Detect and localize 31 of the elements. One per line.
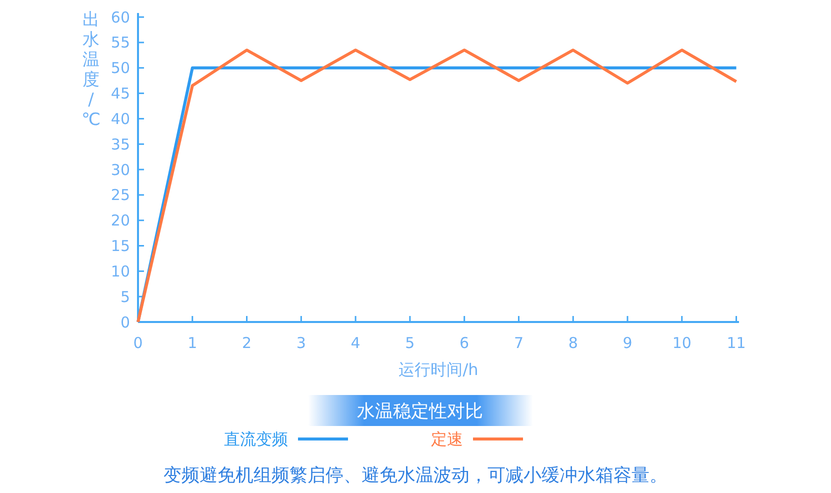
text: 水温稳定性对比	[357, 401, 483, 422]
y-axis-title: 出水温度/℃	[81, 10, 101, 130]
x-tick-label: 1	[188, 334, 198, 352]
y-tick-label: 30	[110, 160, 130, 179]
y-tick-label: 50	[110, 59, 130, 78]
x-tick-label: 2	[242, 334, 252, 352]
y-tick-label: 20	[110, 212, 130, 230]
x-tick-label: 0	[133, 334, 143, 352]
x-axis-title: 运行时间/h	[398, 360, 478, 379]
y-tick-label: 15	[110, 237, 130, 256]
x-tick-label: 5	[405, 334, 415, 352]
y-tick-label: 25	[110, 186, 130, 204]
x-tick-label: 4	[350, 334, 360, 352]
x-tick-label: 8	[568, 334, 578, 352]
y-tick-label: 10	[110, 262, 130, 280]
y-tick-label: 55	[110, 34, 130, 52]
text: 变频避免机组频繁启停、避免水温波动，可减小缓冲水箱容量。	[164, 465, 668, 486]
x-tick-label: 7	[514, 334, 524, 352]
x-tick-label: 3	[296, 334, 306, 352]
x-tick-label: 9	[622, 334, 632, 352]
y-tick-label: 35	[110, 135, 130, 154]
x-tick-label: 6	[460, 334, 470, 352]
y-tick-label: 40	[110, 110, 130, 128]
y-tick-label: 60	[110, 8, 130, 26]
legend-label: 定速	[431, 430, 463, 449]
y-tick-label: 5	[120, 288, 130, 306]
x-tick-label: 11	[726, 334, 746, 352]
legend-label: 直流变频	[224, 430, 288, 449]
y-tick-label: 45	[110, 84, 130, 103]
y-tick-label: 0	[120, 313, 130, 332]
x-tick-label: 10	[672, 334, 692, 352]
